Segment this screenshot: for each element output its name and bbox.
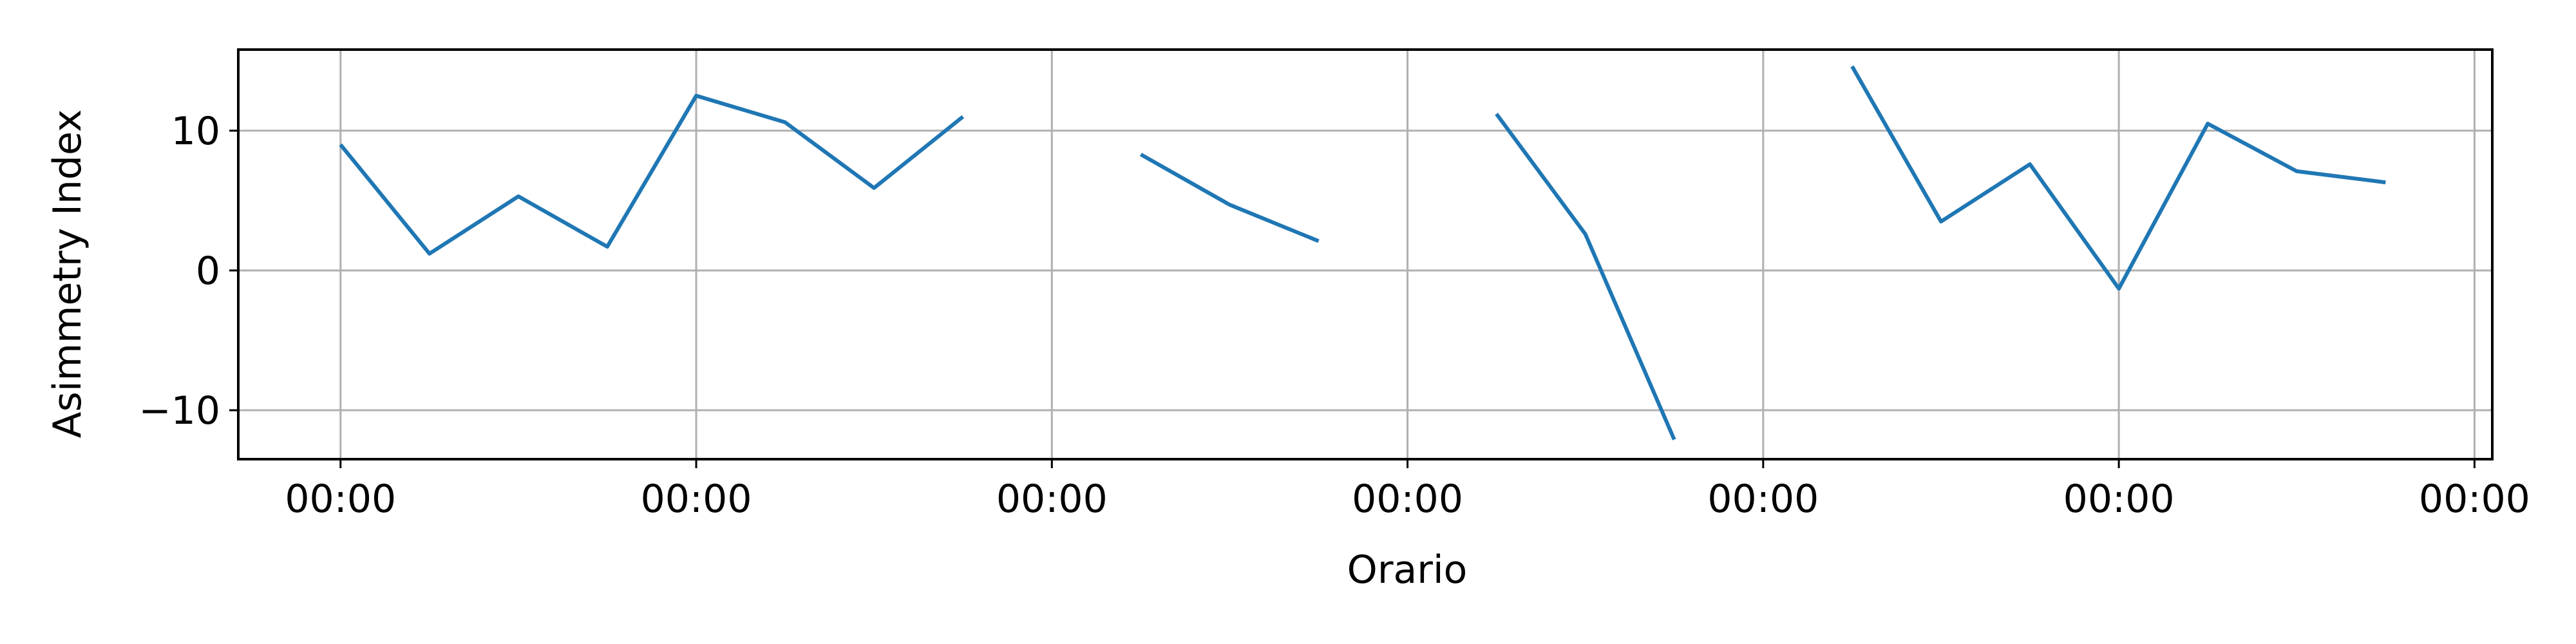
y-tick-label: 10 xyxy=(171,109,220,154)
y-axis-label: Asimmetry Index xyxy=(45,109,90,439)
series-line-segment xyxy=(339,93,965,256)
series-line-segment xyxy=(1495,113,1676,440)
series-line-segment xyxy=(1139,153,1320,243)
y-tick-label: 0 xyxy=(196,249,220,294)
grid-lines xyxy=(238,50,2492,459)
x-tick-label: 00:00 xyxy=(1352,477,1463,522)
series-line xyxy=(339,65,2386,440)
x-tick-label: 00:00 xyxy=(2063,477,2175,522)
series-line-segment xyxy=(1850,65,2386,291)
x-tick-label: 00:00 xyxy=(641,477,752,522)
x-tick-label: 00:00 xyxy=(285,477,396,522)
y-axis-ticks: −10 0 10 xyxy=(138,109,238,433)
x-tick-label: 00:00 xyxy=(1707,477,1819,522)
x-axis-label: Orario xyxy=(1347,547,1468,592)
plot-frame xyxy=(237,48,2494,460)
x-tick-label: 00:00 xyxy=(996,477,1108,522)
y-tick-label: −10 xyxy=(138,388,220,433)
x-axis-ticks: 00:00 00:00 00:00 00:00 00:00 00:00 00:00 xyxy=(285,459,2530,522)
x-tick-label: 00:00 xyxy=(2419,477,2530,522)
